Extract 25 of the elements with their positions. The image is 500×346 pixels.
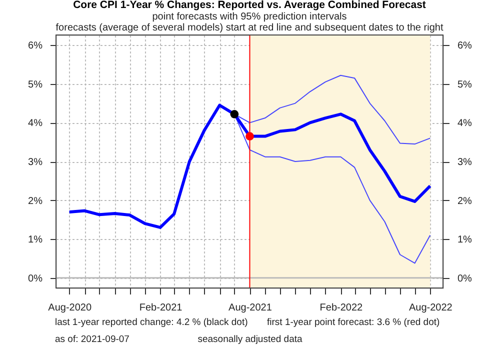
- text: seasonally adjusted data: [198, 334, 303, 345]
- y2-tick-label: 4%: [458, 118, 472, 130]
- y-tick-label: 6%: [28, 40, 43, 52]
- y-tick-label: 2%: [28, 196, 43, 207]
- chart-title: Core CPI 1-Year % Changes: Reported vs. Average Combined Forecast: [73, 0, 426, 11]
- y2-tick-label: 0%: [458, 273, 472, 284]
- chart-subtitle: point forecasts with 95% prediction intervals forecasts (average of several models) start at red line and subsequent dates to the right: [56, 12, 444, 34]
- x-tick-label: Feb-2021: [139, 302, 183, 314]
- y-tick-label: 0%: [28, 273, 43, 284]
- x-tick-label: Feb-2022: [320, 302, 364, 314]
- text: first 1-year point forecast: 3.6 % (red dot): [267, 317, 440, 328]
- y-tick-label: 1%: [28, 234, 43, 246]
- x-tick-label: Aug-2021: [228, 302, 272, 314]
- x-tick-label: Aug-2022: [408, 302, 453, 314]
- y-tick-label: 3%: [28, 157, 43, 168]
- y2-tick-label: 5%: [458, 79, 472, 90]
- y-tick-label: 5%: [28, 79, 43, 90]
- text: last 1-year reported change: 4.2 % (black dot): [55, 317, 248, 328]
- x-tick-label: Aug-2020: [48, 302, 92, 314]
- text: as of: 2021-09-07: [55, 334, 130, 345]
- y2-tick-label: 2%: [458, 196, 472, 207]
- y2-tick-label: 3%: [458, 157, 472, 168]
- y2-tick-label: 1%: [458, 234, 472, 246]
- y-tick-label: 4%: [28, 118, 43, 130]
- y2-tick-label: 6%: [458, 40, 472, 52]
